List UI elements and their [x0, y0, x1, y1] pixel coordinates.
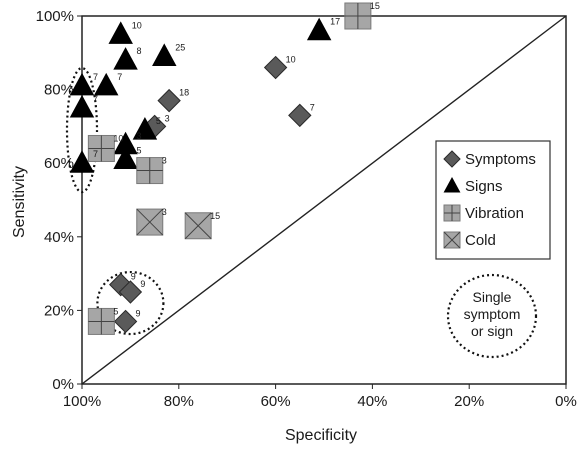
highlight-ovals [65, 66, 165, 336]
chance-diagonal-line [81, 15, 567, 385]
point-label: 18 [179, 88, 189, 98]
point-signs [108, 21, 133, 44]
point-label: 10 [132, 20, 142, 30]
y-tick-label: 40% [44, 229, 74, 246]
point-signs [306, 17, 332, 41]
point-label: 10 [286, 55, 296, 65]
point-label: 5 [156, 116, 161, 126]
point-symptoms [157, 88, 181, 113]
point-label: 7 [117, 72, 122, 82]
point-symptoms [118, 280, 143, 304]
x-tick-label: 60% [261, 393, 291, 410]
point-signs [69, 72, 95, 96]
oval-100-specificity [65, 66, 99, 194]
point-label: 10 [113, 133, 123, 143]
point-label: 9 [140, 279, 145, 289]
annotation-text: or sign [471, 323, 513, 339]
point-label: 8 [137, 46, 142, 56]
legend-label-cold: Cold [465, 232, 496, 249]
point-signs [152, 43, 177, 66]
point-label: 17 [330, 17, 340, 27]
point-label: 3 [162, 156, 167, 166]
legend: Symptoms Signs Vibration Cold Singlesymptomo… [435, 140, 551, 359]
annotation-text: symptom [464, 306, 521, 322]
point-signs [113, 146, 138, 170]
y-axis-title: Sensitivity [11, 166, 28, 238]
legend-marker-cold [443, 231, 461, 249]
legend-label-vibration: Vibration [465, 205, 524, 222]
point-symptoms [263, 55, 288, 80]
y-tick-label: 0% [52, 376, 74, 393]
point-vibration [136, 157, 164, 185]
plot-frame [81, 15, 567, 385]
point-label: 3 [162, 207, 167, 217]
point-vibration [344, 2, 372, 30]
x-tick-label: 100% [63, 393, 101, 410]
data-points [69, 2, 372, 335]
oval-single-group [96, 270, 165, 336]
point-vibration [87, 134, 115, 162]
point-label: 15 [370, 1, 380, 11]
point-signs [113, 47, 138, 70]
point-label: 7 [93, 94, 98, 104]
annotation-text: Single [473, 289, 512, 305]
point-label: 9 [136, 308, 141, 318]
point-label: 25 [175, 42, 185, 52]
y-tick-label: 100% [36, 8, 74, 25]
legend-label-signs: Signs [465, 178, 503, 195]
y-tick-label: 20% [44, 302, 74, 319]
point-label: 5 [113, 306, 118, 316]
point-signs [69, 94, 95, 118]
point-signs [132, 117, 158, 140]
point-label: 7 [310, 102, 315, 112]
x-tick-label: 40% [357, 393, 387, 410]
point-label: 3 [165, 113, 170, 123]
point-vibration [87, 307, 115, 335]
point-label: 7 [93, 149, 98, 159]
legend-marker-signs [443, 176, 461, 193]
point-label: 5 [137, 146, 142, 156]
x-tick-label: 80% [164, 393, 194, 410]
point-label: 3 [137, 131, 142, 141]
legend-marker-symptoms [443, 150, 461, 168]
point-signs [93, 72, 119, 96]
x-tick-label: 20% [454, 393, 484, 410]
legend-label-symptoms: Symptoms [465, 151, 536, 168]
x-tick-label: 0% [555, 393, 577, 410]
annotation-circle [446, 273, 538, 359]
point-label: 15 [210, 211, 220, 221]
point-symptoms [113, 309, 138, 334]
point-cold [136, 208, 164, 236]
point-symptoms [288, 103, 312, 128]
plot-area [81, 15, 567, 385]
y-tick-label: 80% [44, 82, 74, 99]
x-axis-title: Specificity [285, 427, 357, 444]
point-label: 9 [131, 272, 136, 282]
point-cold [184, 212, 212, 240]
point-signs [69, 150, 95, 173]
axis-ticks: 100% 80% 60% 40% 20% 0% 0% 20% 40% 60% 80% 100% [36, 8, 577, 410]
point-label: 7 [93, 72, 98, 82]
y-tick-label: 60% [44, 155, 74, 172]
legend-marker-vibration [443, 204, 461, 222]
